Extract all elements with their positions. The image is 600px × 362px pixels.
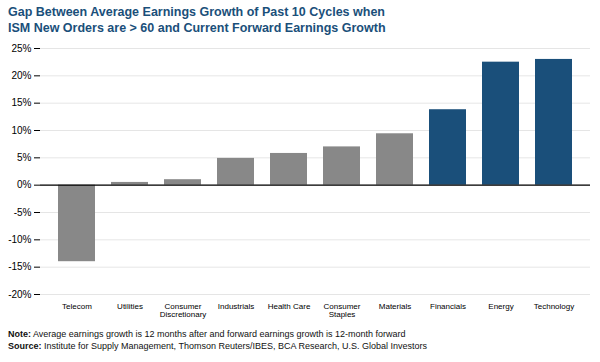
svg-text:ConsumerStaples: ConsumerStaples [324,302,361,319]
svg-text:Health Care: Health Care [268,302,311,311]
html-text:Source: Institute for Supply M: Source: Institute for Supply Management,… [8,341,427,351]
svg-text:20%: 20% [11,70,31,81]
svg-text:25%: 25% [11,43,31,54]
svg-text:0%: 0% [17,179,32,190]
svg-text:15%: 15% [11,97,31,108]
svg-text:Financials: Financials [430,302,466,311]
svg-text:Utilities: Utilities [117,302,143,311]
svg-text:ConsumerDiscretionary: ConsumerDiscretionary [160,302,207,319]
svg-text:-5%: -5% [14,207,32,218]
svg-text:Materials: Materials [379,302,411,311]
svg-text:-20%: -20% [8,289,31,300]
html-text:Note: Average earnings growth: Note: Average earnings growth is 12 mont… [8,329,406,339]
svg-text:10%: 10% [11,125,31,136]
svg-text:Energy: Energy [488,302,513,311]
svg-text:Industrials: Industrials [218,302,254,311]
svg-text:-10%: -10% [8,234,31,245]
html-text:Gap Between Average Earnings G: Gap Between Average Earnings Growth of P… [8,5,386,35]
svg-text:-15%: -15% [8,261,31,272]
svg-text:Telecom: Telecom [62,302,92,311]
svg-text:Technology: Technology [534,302,574,311]
svg-text:5%: 5% [17,152,32,163]
